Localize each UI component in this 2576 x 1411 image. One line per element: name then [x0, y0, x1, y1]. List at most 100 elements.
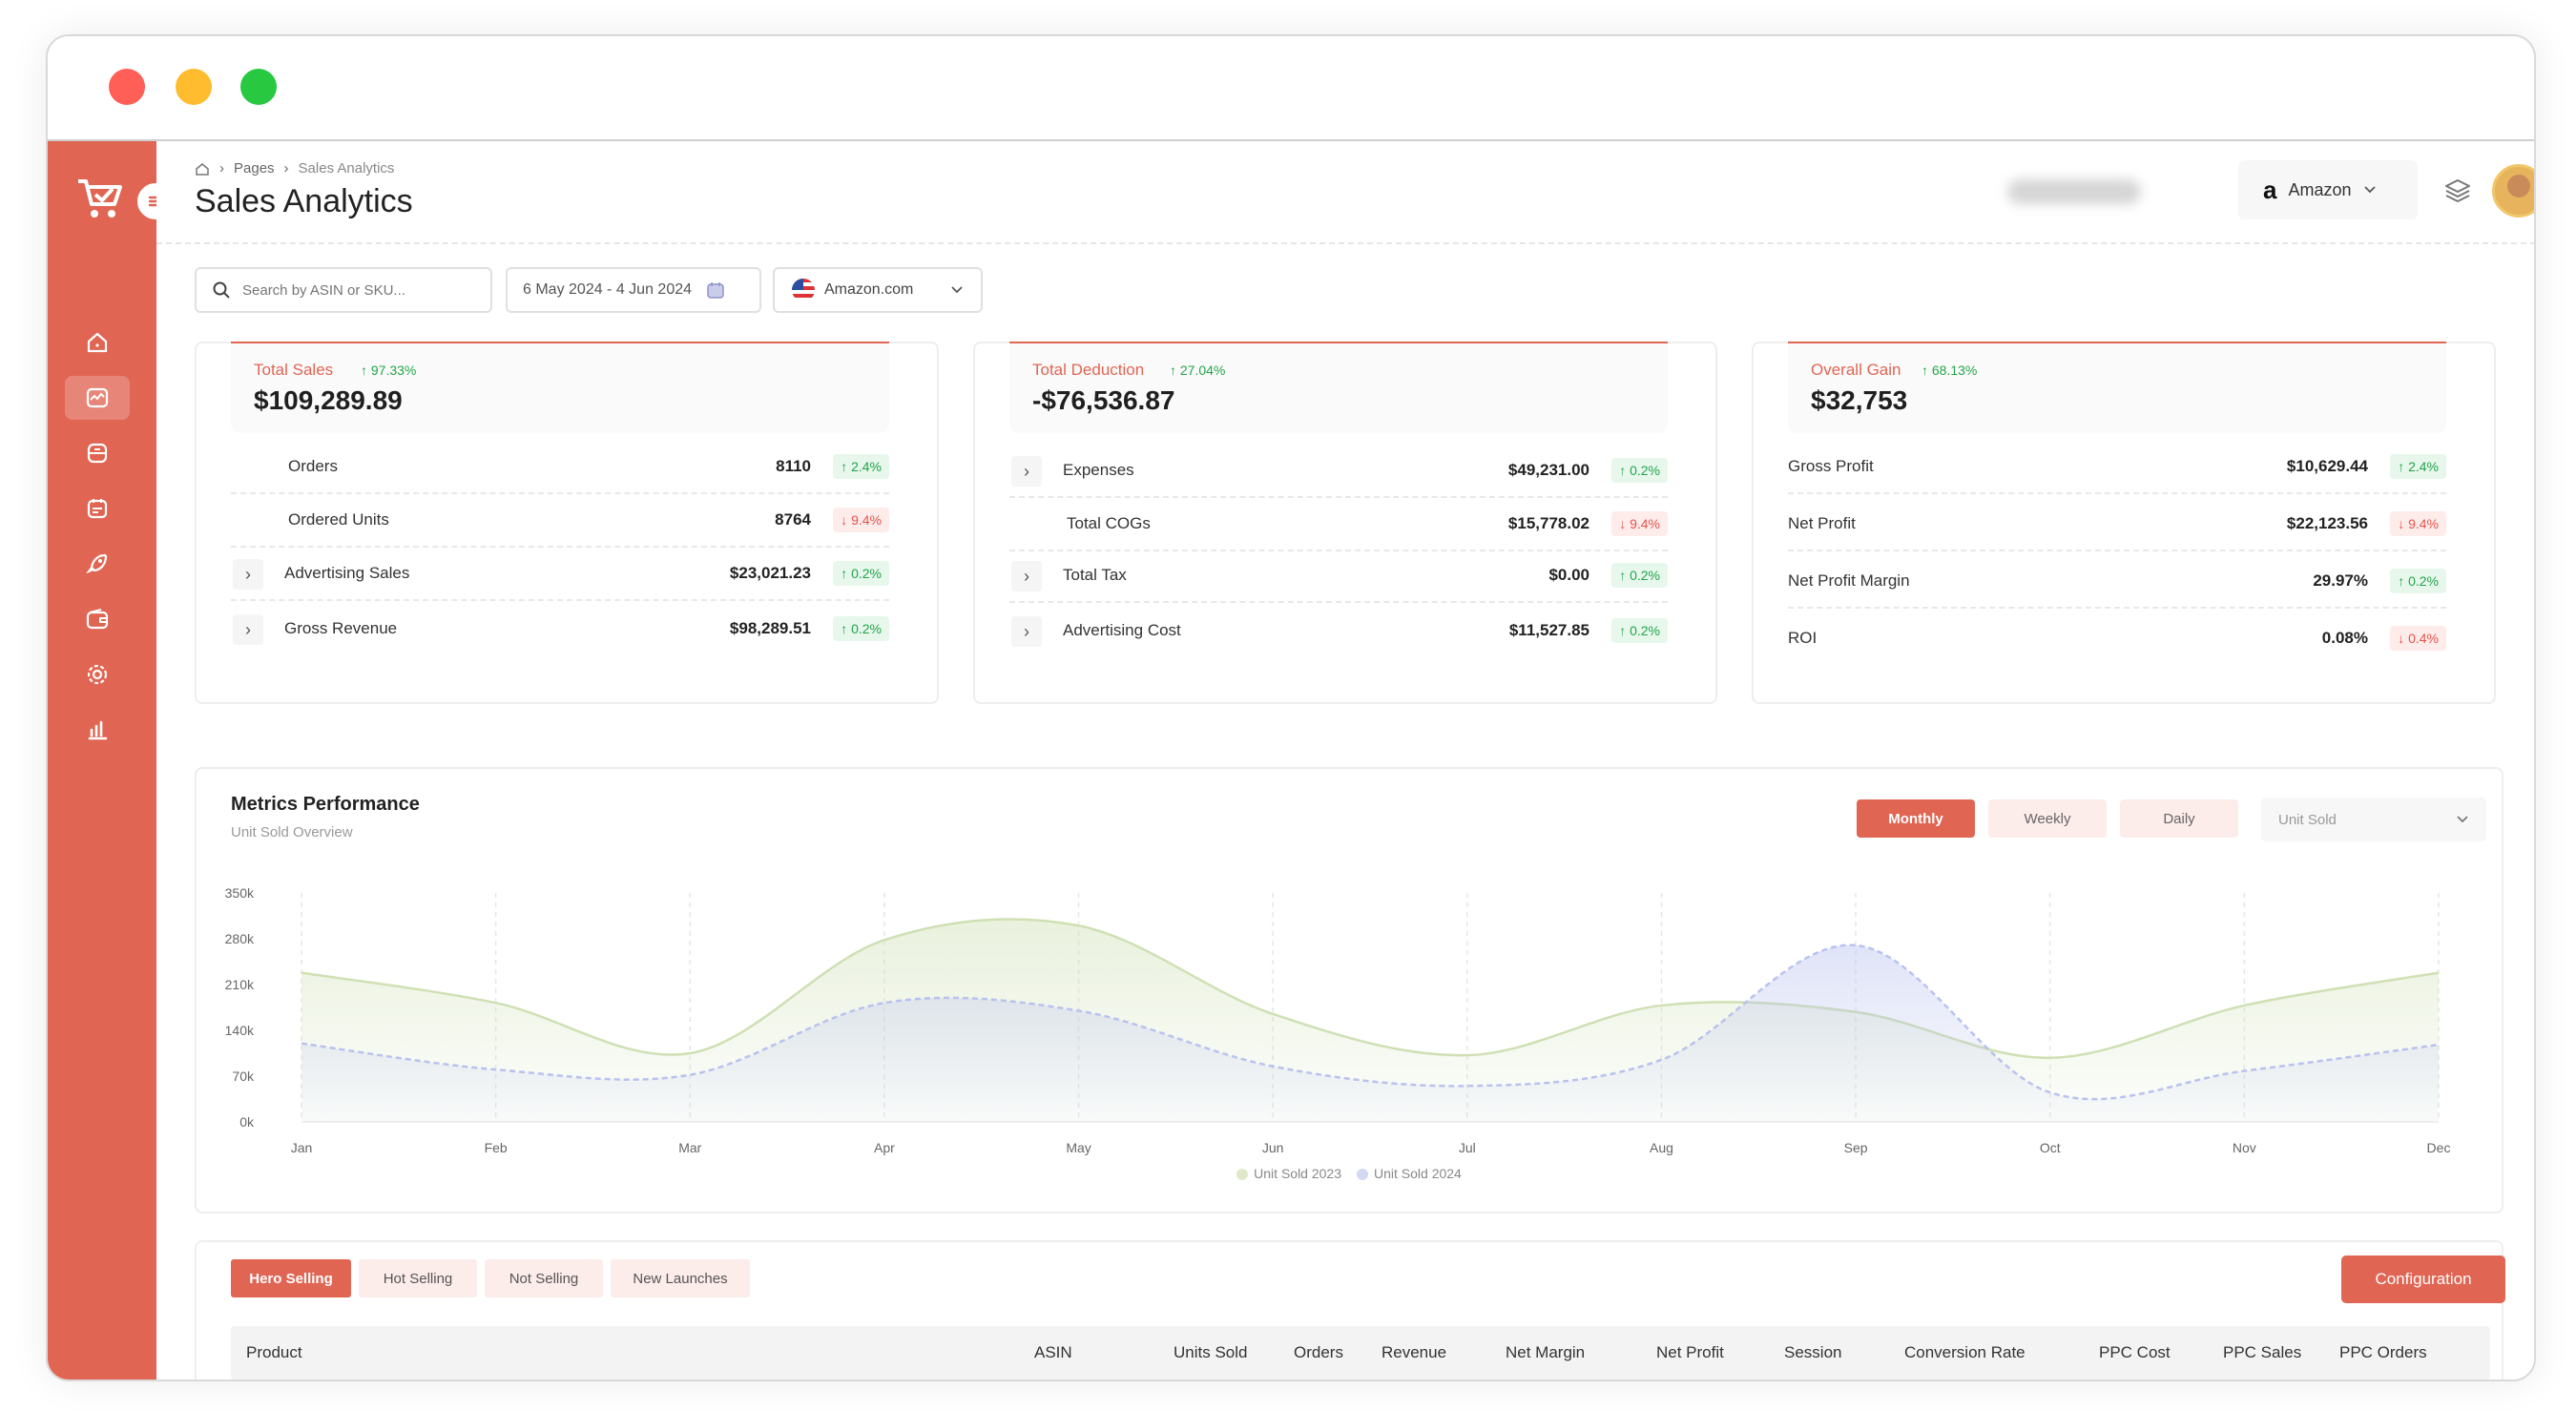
search-field[interactable] [195, 267, 492, 313]
chart-legend: Unit Sold 2023 Unit Sold 2024 [197, 1166, 2502, 1181]
metric-value: $22,123.56 [2286, 514, 2368, 532]
metric-row: Total COGs $15,778.02 ↓ 9.4% [1009, 498, 1668, 551]
metric-name: Total Tax [1063, 566, 1127, 584]
column-header[interactable]: Net Profit [1656, 1343, 1724, 1361]
chevron-down-icon [951, 286, 963, 294]
metric-value: 29.97% [2313, 571, 2368, 590]
expand-chevron-icon[interactable]: › [1011, 616, 1042, 647]
metric-name: Ordered Units [288, 510, 389, 529]
column-header[interactable]: Orders [1294, 1343, 1343, 1361]
close-window-button[interactable] [109, 69, 145, 105]
x-tick-label: Mar [678, 1140, 701, 1155]
expand-chevron-icon[interactable]: › [233, 559, 263, 590]
nav-settings-icon[interactable] [65, 653, 130, 696]
tab-hot-selling[interactable]: Hot Selling [359, 1259, 477, 1297]
nav-wallet-icon[interactable] [65, 597, 130, 641]
x-tick-label: Feb [485, 1140, 508, 1155]
tab-weekly[interactable]: Weekly [1988, 799, 2107, 838]
tab-daily[interactable]: Daily [2120, 799, 2238, 838]
metric-name: Net Profit [1788, 514, 1856, 532]
metric-row: Ordered Units 8764 ↓ 9.4% [231, 494, 889, 548]
tab-new-launches[interactable]: New Launches [611, 1259, 750, 1297]
x-tick-label: Dec [2427, 1140, 2451, 1155]
us-flag-icon [792, 279, 815, 301]
minimize-window-button[interactable] [176, 69, 212, 105]
metric-name: Advertising Cost [1063, 621, 1181, 639]
configuration-button[interactable]: Configuration [2341, 1255, 2505, 1303]
tab-monthly[interactable]: Monthly [1857, 799, 1975, 838]
y-tick-label: 140k [225, 1023, 255, 1038]
column-header[interactable]: Session [1784, 1343, 1842, 1361]
metric-name: Total COGs [1067, 514, 1151, 532]
nav-launch-icon[interactable] [65, 542, 130, 586]
date-range-picker[interactable]: 6 May 2024 - 4 Jun 2024 [506, 267, 761, 313]
maximize-window-button[interactable] [240, 69, 277, 105]
sidebar [48, 141, 176, 1380]
metric-change-up: ↑ 0.2% [833, 616, 889, 641]
expand-chevron-icon[interactable]: › [233, 614, 263, 645]
metric-change-up: ↑ 0.2% [833, 561, 889, 586]
card-change-badge: ↑ 27.04% [1170, 363, 1226, 378]
search-input[interactable] [242, 281, 471, 299]
marketplace-switcher-label: Amazon [2288, 179, 2352, 199]
summary-card-total-deduction: Total Deduction ↑ 27.04% -$76,536.87 › E… [973, 342, 1717, 704]
metric-value: $0.00 [1548, 566, 1589, 584]
metric-row-expandable[interactable]: › Advertising Sales $23,021.23 ↑ 0.2% [231, 548, 889, 601]
column-header[interactable]: Product [246, 1343, 302, 1361]
card-label: Overall Gain [1811, 361, 1901, 379]
expand-chevron-icon[interactable]: › [1011, 456, 1042, 487]
metric-change-up: ↑ 0.2% [2390, 569, 2446, 593]
metric-name: Gross Profit [1788, 457, 1874, 475]
column-header[interactable]: Conversion Rate [1904, 1343, 2025, 1361]
metric-row-expandable[interactable]: › Gross Revenue $98,289.51 ↑ 0.2% [231, 603, 889, 656]
metric-change-up: ↑ 0.2% [1611, 563, 1668, 588]
column-header[interactable]: PPC Sales [2223, 1343, 2302, 1361]
user-avatar[interactable] [2492, 164, 2534, 218]
layers-icon[interactable] [2442, 176, 2473, 206]
home-icon[interactable] [195, 161, 210, 176]
metric-row: Gross Profit $10,629.44 ↑ 2.4% [1788, 441, 2446, 494]
nav-charts-icon[interactable] [65, 708, 130, 752]
metric-change-up: ↑ 2.4% [2390, 454, 2446, 479]
breadcrumb-current: Sales Analytics [298, 160, 395, 176]
nav-reports-icon[interactable] [65, 487, 130, 530]
breadcrumb: › Pages › Sales Analytics [195, 160, 394, 176]
cart-logo-icon[interactable] [76, 176, 124, 221]
column-header[interactable]: Revenue [1381, 1343, 1447, 1361]
nav-orders-icon[interactable] [65, 431, 130, 475]
nav-home-icon[interactable] [65, 321, 130, 364]
marketplace-select[interactable]: Amazon.com [773, 267, 983, 313]
metric-select-value: Unit Sold [2278, 811, 2337, 828]
chevron-down-icon [2363, 186, 2376, 194]
tab-not-selling[interactable]: Not Selling [485, 1259, 603, 1297]
metric-select[interactable]: Unit Sold [2261, 798, 2486, 841]
x-tick-label: Nov [2233, 1140, 2256, 1155]
legend-item-2024[interactable]: Unit Sold 2024 [1357, 1166, 1462, 1181]
metric-row: Net Profit Margin 29.97% ↑ 0.2% [1788, 555, 2446, 609]
breadcrumb-pages[interactable]: Pages [234, 160, 275, 176]
column-header[interactable]: PPC Cost [2099, 1343, 2171, 1361]
legend-item-2023[interactable]: Unit Sold 2023 [1236, 1166, 1341, 1181]
metric-row-expandable[interactable]: › Total Tax $0.00 ↑ 0.2% [1009, 550, 1668, 603]
card-header: Total Sales ↑ 97.33% $109,289.89 [231, 342, 889, 433]
card-change-badge: ↑ 97.33% [361, 363, 417, 378]
card-label: Total Deduction [1032, 361, 1145, 379]
metric-value: $15,778.02 [1507, 514, 1589, 532]
expand-chevron-icon[interactable]: › [1011, 561, 1042, 591]
column-header[interactable]: Net Margin [1506, 1343, 1586, 1361]
column-header[interactable]: PPC Orders [2339, 1343, 2427, 1361]
metric-row-expandable[interactable]: › Advertising Cost $11,527.85 ↑ 0.2% [1009, 605, 1668, 658]
metric-row: Orders 8110 ↑ 2.4% [231, 441, 889, 494]
y-tick-label: 210k [225, 977, 255, 992]
nav-analytics-icon[interactable] [65, 376, 130, 420]
metric-change-up: ↑ 0.2% [1611, 618, 1668, 643]
summary-card-total-sales: Total Sales ↑ 97.33% $109,289.89 Orders … [195, 342, 939, 704]
tab-hero-selling[interactable]: Hero Selling [231, 1259, 351, 1297]
page-title: Sales Analytics [195, 183, 413, 219]
metric-row-expandable[interactable]: › Expenses $49,231.00 ↑ 0.2% [1009, 445, 1668, 498]
marketplace-switcher[interactable]: a Amazon [2238, 160, 2418, 219]
metric-value: $98,289.51 [729, 619, 811, 637]
column-header[interactable]: ASIN [1034, 1343, 1072, 1361]
column-header[interactable]: Units Sold [1174, 1343, 1248, 1361]
card-header: Total Deduction ↑ 27.04% -$76,536.87 [1009, 342, 1668, 433]
